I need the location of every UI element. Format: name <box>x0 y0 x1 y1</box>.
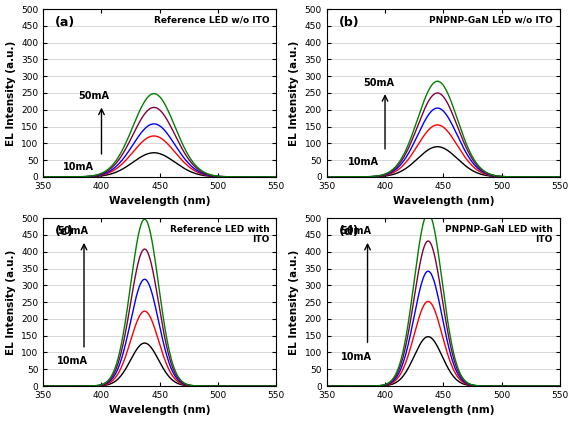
Y-axis label: EL Intensity (a.u.): EL Intensity (a.u.) <box>6 250 15 355</box>
X-axis label: Wavelength (nm): Wavelength (nm) <box>393 196 494 206</box>
Text: (d): (d) <box>339 225 359 238</box>
X-axis label: Wavelength (nm): Wavelength (nm) <box>109 405 211 416</box>
Text: (b): (b) <box>339 16 359 29</box>
Text: 50mA: 50mA <box>57 226 88 236</box>
Y-axis label: EL Intensity (a.u.): EL Intensity (a.u.) <box>289 250 299 355</box>
Text: Reference LED with
ITO: Reference LED with ITO <box>169 225 269 244</box>
X-axis label: Wavelength (nm): Wavelength (nm) <box>109 196 211 206</box>
Text: 10mA: 10mA <box>63 162 94 172</box>
Text: Reference LED w/o ITO: Reference LED w/o ITO <box>154 16 269 25</box>
Text: 50mA: 50mA <box>341 226 372 236</box>
Y-axis label: EL Intensity (a.u.): EL Intensity (a.u.) <box>289 40 299 146</box>
Text: 10mA: 10mA <box>341 352 372 362</box>
Text: 10mA: 10mA <box>57 357 88 367</box>
Text: 50mA: 50mA <box>78 91 109 101</box>
Text: (c): (c) <box>55 225 74 238</box>
Y-axis label: EL Intensity (a.u.): EL Intensity (a.u.) <box>6 40 15 146</box>
Text: 50mA: 50mA <box>363 78 394 88</box>
Text: 10mA: 10mA <box>348 157 379 167</box>
Text: (a): (a) <box>55 16 75 29</box>
Text: PNPNP-GaN LED with
ITO: PNPNP-GaN LED with ITO <box>445 225 553 244</box>
X-axis label: Wavelength (nm): Wavelength (nm) <box>393 405 494 416</box>
Text: PNPNP-GaN LED w/o ITO: PNPNP-GaN LED w/o ITO <box>429 16 553 25</box>
